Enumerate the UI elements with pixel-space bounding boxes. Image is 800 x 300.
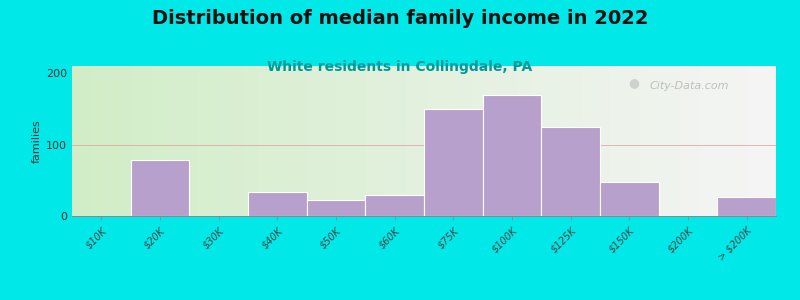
Y-axis label: families: families <box>32 119 42 163</box>
Bar <box>306 200 366 216</box>
Text: Distribution of median family income in 2022: Distribution of median family income in … <box>152 9 648 28</box>
Bar <box>366 195 424 216</box>
Bar <box>482 94 542 216</box>
Bar <box>248 192 306 216</box>
Bar <box>424 109 482 216</box>
Bar <box>130 160 190 216</box>
Text: ●: ● <box>628 76 639 89</box>
Bar <box>542 127 600 216</box>
Text: City-Data.com: City-Data.com <box>650 81 729 91</box>
Bar <box>600 182 658 216</box>
Text: White residents in Collingdale, PA: White residents in Collingdale, PA <box>267 60 533 74</box>
Bar <box>718 197 776 216</box>
